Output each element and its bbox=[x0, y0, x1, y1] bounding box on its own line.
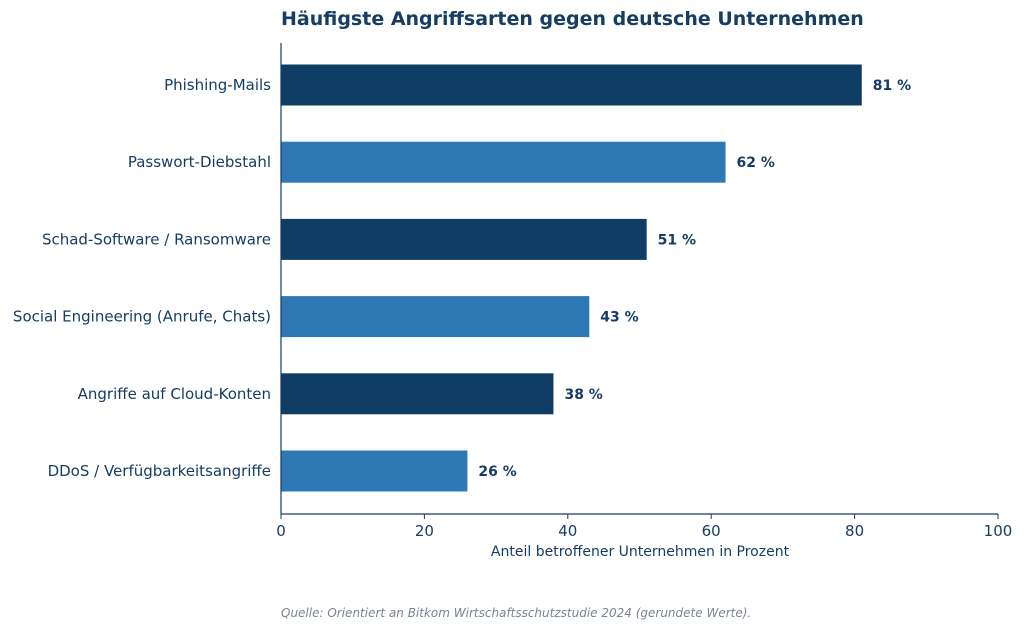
bar-2 bbox=[281, 218, 647, 260]
category-label: Passwort-Diebstahl bbox=[128, 153, 271, 171]
bar-3 bbox=[281, 296, 590, 338]
category-label: Phishing-Mails bbox=[164, 76, 271, 94]
source-note: Quelle: Orientiert an Bitkom Wirtschafts… bbox=[281, 606, 751, 620]
category-label: DDoS / Verfügbarkeitsangriffe bbox=[48, 462, 271, 480]
bar-1 bbox=[281, 141, 726, 183]
x-axis-label: Anteil betroffener Unternehmen in Prozen… bbox=[491, 544, 790, 560]
category-label: Social Engineering (Anrufe, Chats) bbox=[13, 308, 271, 326]
category-labels: Phishing-Mails Passwort-Diebstahl Schad-So… bbox=[13, 76, 271, 480]
data-label: 51 % bbox=[658, 232, 696, 248]
x-tick-label: 20 bbox=[415, 522, 434, 540]
data-label: 38 % bbox=[564, 387, 602, 403]
x-tick-label: 100 bbox=[984, 522, 1013, 540]
x-tick-label: 0 bbox=[276, 522, 286, 540]
data-label: 62 % bbox=[737, 155, 775, 171]
data-label: 26 % bbox=[478, 464, 516, 480]
x-tick-label: 80 bbox=[845, 522, 864, 540]
data-labels: 81 % 62 % 51 % 43 % 38 % 26 % bbox=[478, 78, 911, 480]
axes bbox=[280, 43, 998, 515]
chart-title: Häufigste Angriffsarten gegen deutsche U… bbox=[281, 8, 864, 30]
bars-group bbox=[281, 64, 862, 492]
bar-0 bbox=[281, 64, 862, 106]
category-label: Angriffe auf Cloud-Konten bbox=[78, 385, 271, 403]
bar-4 bbox=[281, 373, 554, 415]
data-label: 43 % bbox=[600, 310, 638, 326]
data-label: 81 % bbox=[873, 78, 911, 94]
x-ticks: 0 20 40 60 80 100 bbox=[276, 514, 1012, 540]
bar-5 bbox=[281, 450, 468, 492]
x-tick-label: 60 bbox=[702, 522, 721, 540]
category-label: Schad-Software / Ransomware bbox=[42, 230, 271, 248]
x-tick-label: 40 bbox=[558, 522, 577, 540]
